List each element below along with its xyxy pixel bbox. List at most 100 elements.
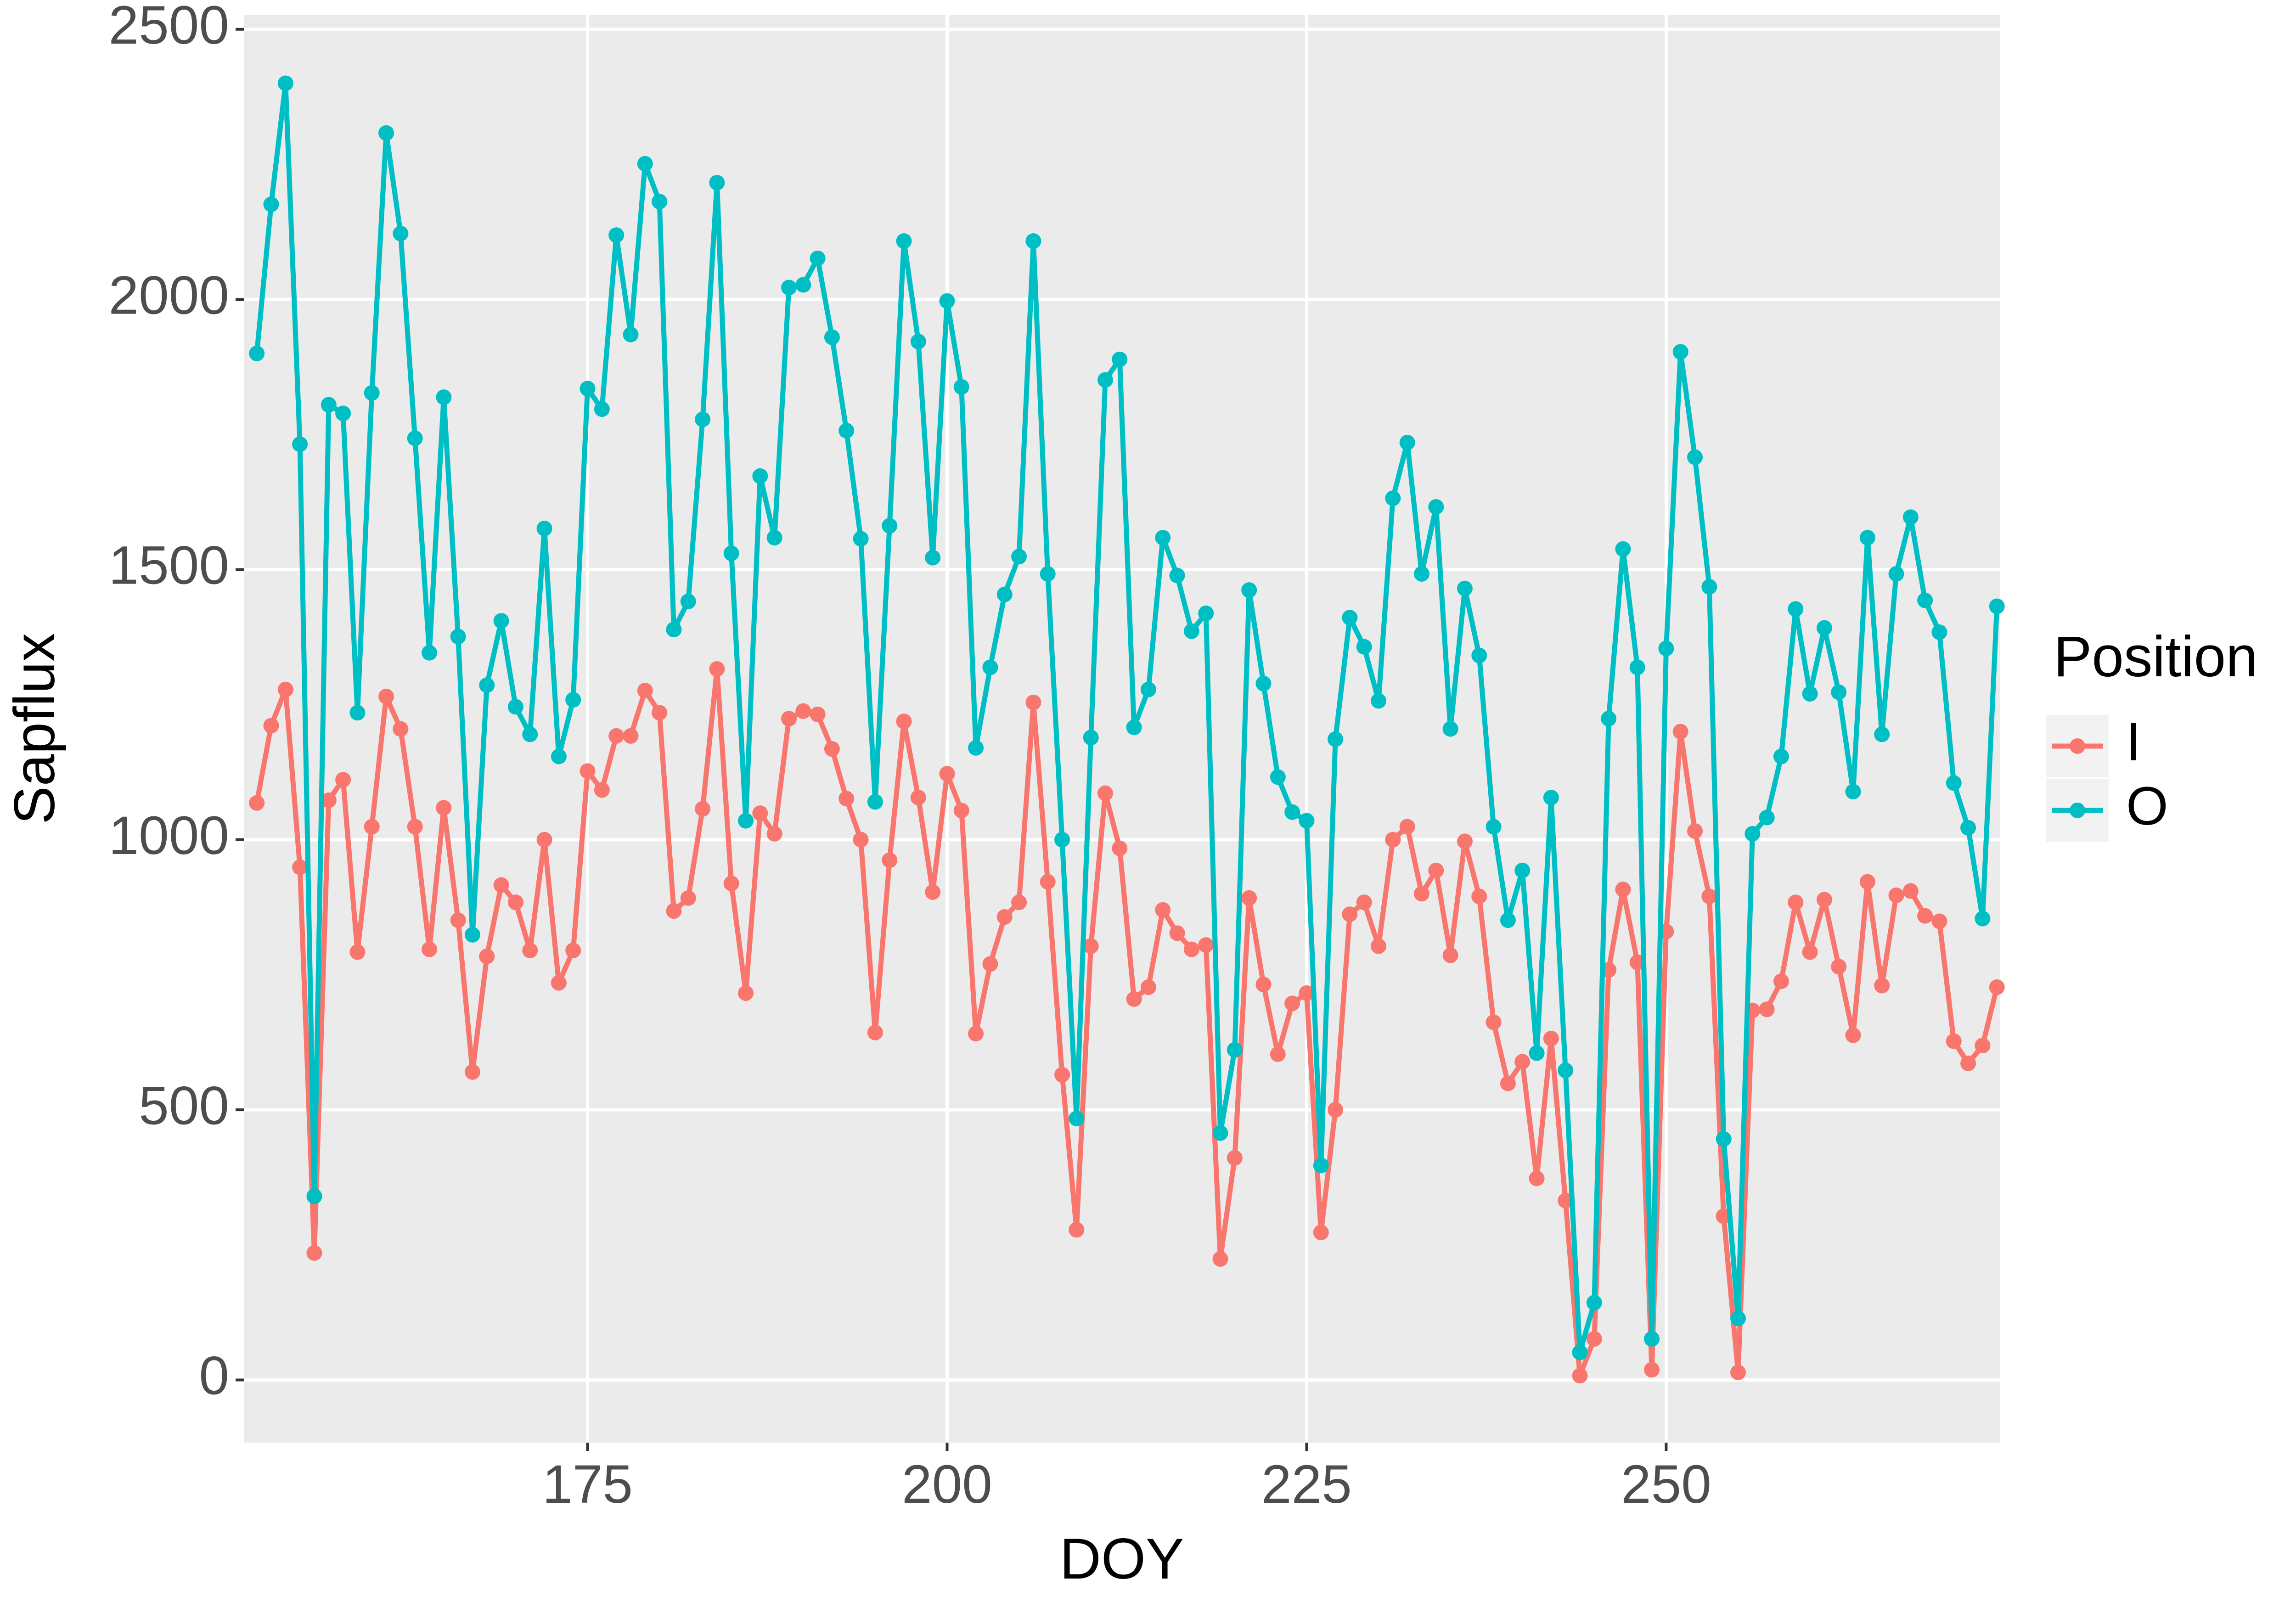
data-point (1183, 941, 1199, 957)
data-point (464, 927, 480, 943)
data-point (1428, 499, 1444, 515)
legend-label: I (2126, 712, 2141, 772)
data-point (637, 683, 653, 699)
data-point (1759, 1001, 1775, 1017)
data-point (781, 280, 797, 296)
data-point (378, 688, 394, 704)
data-point (1097, 785, 1113, 801)
series-group (249, 75, 2005, 1384)
data-point (939, 293, 955, 309)
data-point (882, 852, 898, 868)
data-point (422, 941, 438, 957)
data-point (1169, 568, 1185, 584)
data-point (1859, 874, 1875, 890)
data-point (623, 326, 639, 343)
data-point (536, 832, 552, 848)
data-point (1615, 882, 1631, 898)
data-point (1356, 639, 1372, 655)
data-point (853, 531, 869, 547)
data-point (838, 423, 855, 439)
x-axis-title: DOY (1060, 1527, 1184, 1591)
data-point (1428, 862, 1444, 878)
data-point (1802, 944, 1818, 960)
data-point (1241, 890, 1257, 906)
data-point (1212, 1125, 1228, 1141)
data-point (1960, 1055, 1976, 1071)
data-point (752, 468, 768, 484)
data-point (1385, 832, 1401, 848)
data-point (680, 593, 696, 609)
legend-key-point (2070, 803, 2085, 818)
data-point (1917, 592, 1933, 608)
data-point (1874, 726, 1890, 742)
data-point (1874, 978, 1890, 994)
data-point (1371, 693, 1387, 709)
data-point (1745, 826, 1761, 842)
data-point (1328, 1102, 1344, 1118)
data-point (1629, 659, 1645, 675)
legend-label: O (2126, 776, 2168, 837)
y-axis-title: Sapflux (3, 633, 67, 825)
data-point (1543, 790, 1559, 806)
data-point (1788, 601, 1804, 617)
data-point (422, 645, 438, 661)
data-point (1831, 959, 1847, 975)
data-point (1500, 1075, 1516, 1091)
data-point (507, 894, 523, 910)
data-point (551, 975, 567, 991)
data-point (1672, 344, 1688, 360)
data-point (982, 956, 998, 972)
y-tick-label: 1000 (108, 805, 229, 866)
data-point (752, 805, 768, 821)
data-point (321, 397, 337, 413)
data-point (1299, 813, 1315, 829)
data-point (594, 401, 610, 417)
data-point (306, 1188, 322, 1204)
data-point (263, 718, 279, 734)
data-point (968, 740, 984, 756)
data-point (896, 233, 912, 249)
data-point (996, 909, 1013, 925)
y-tick-label: 1500 (108, 535, 229, 596)
data-point (953, 379, 969, 395)
data-point (1399, 819, 1415, 835)
data-point (479, 948, 495, 964)
data-point (1687, 449, 1703, 465)
data-point (522, 726, 538, 742)
data-point (1284, 804, 1300, 820)
data-point (565, 692, 581, 708)
data-point (1054, 832, 1070, 848)
data-point (824, 329, 840, 345)
data-point (479, 677, 495, 693)
data-point (766, 530, 782, 546)
data-point (608, 728, 625, 744)
data-point (464, 1064, 480, 1080)
data-point (853, 832, 869, 848)
series-line (254, 666, 2000, 1378)
data-point (565, 943, 581, 959)
data-point (1759, 809, 1775, 826)
data-point (1313, 1225, 1329, 1241)
data-point (1371, 938, 1387, 954)
data-point (1399, 434, 1415, 450)
plot-panel (244, 15, 2000, 1443)
data-point (407, 430, 423, 446)
data-point (1672, 724, 1688, 740)
data-point (1773, 973, 1789, 989)
data-point (393, 721, 409, 737)
data-point (1212, 1251, 1228, 1267)
data-point (953, 803, 969, 819)
data-point (493, 613, 509, 629)
data-point (1442, 947, 1458, 963)
data-point (1155, 902, 1171, 918)
data-point (1025, 694, 1041, 710)
data-point (666, 622, 682, 638)
data-point (1931, 624, 1947, 640)
data-point (1011, 894, 1027, 910)
data-point (1902, 883, 1919, 899)
data-point (1069, 1110, 1085, 1126)
data-point (766, 826, 782, 842)
data-point (277, 75, 293, 91)
data-point (1140, 681, 1156, 697)
data-point (364, 819, 380, 835)
